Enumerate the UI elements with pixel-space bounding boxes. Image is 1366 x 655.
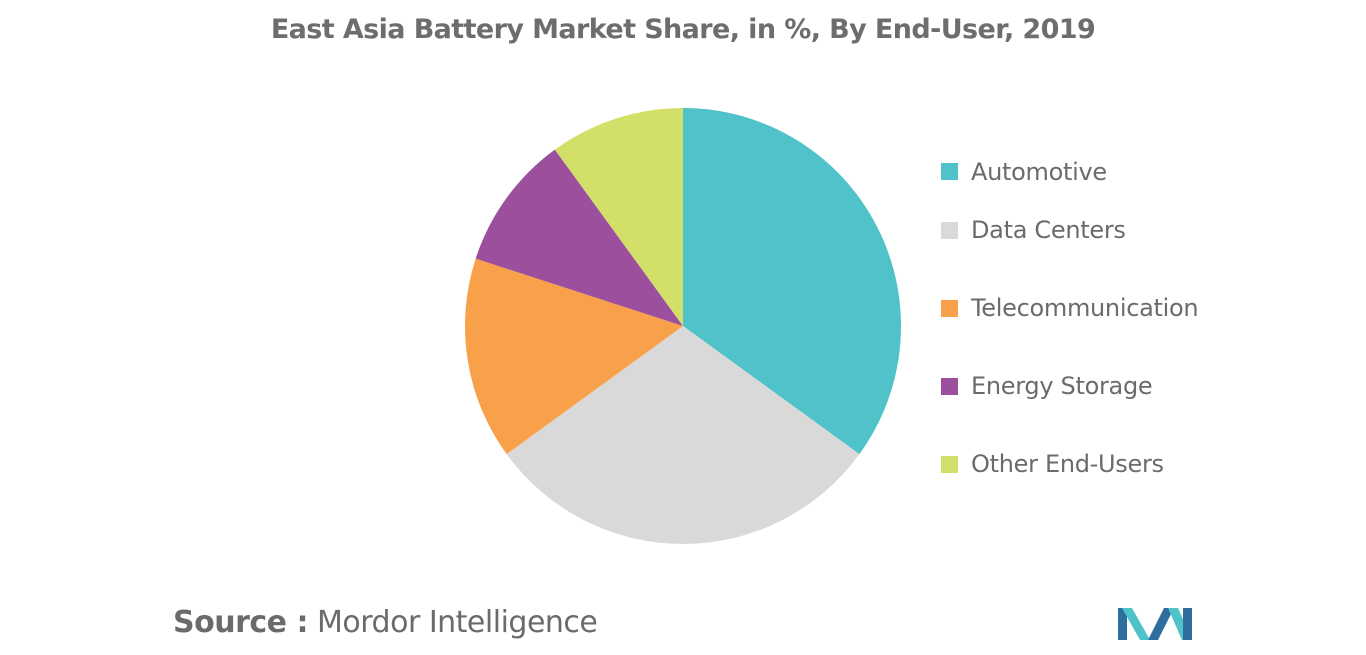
chart-title: East Asia Battery Market Share, in %, By… xyxy=(270,14,1096,45)
legend-item-automotive: Automotive xyxy=(941,152,1198,191)
legend-item-telecommunication: Telecommunication xyxy=(941,269,1199,347)
pie-slice-energy-storage xyxy=(475,149,683,326)
source-prefix: Source : xyxy=(173,605,308,640)
legend-label: Automotive xyxy=(971,157,1107,186)
legend-item-energy-storage: Energy Storage xyxy=(941,347,1198,425)
legend-item-other-end-users: Other End-Users xyxy=(941,425,1198,503)
legend-swatch xyxy=(941,163,958,180)
legend-label: Energy Storage xyxy=(971,372,1153,400)
legend: Automotive Data Centers Telecommunication E… xyxy=(941,152,1199,503)
source-note: Source : Mordor Intelligence xyxy=(173,605,598,640)
pie-slice-automotive xyxy=(683,108,902,455)
legend-swatch xyxy=(941,299,958,317)
pie-slice-data-centers xyxy=(506,326,860,545)
logo-right-bar xyxy=(1183,608,1192,640)
legend-label: Other End-Users xyxy=(971,450,1164,478)
pie-slice-telecommunication xyxy=(464,258,683,455)
logo-left-diagonal xyxy=(1122,608,1150,640)
mordor-intelligence-logo xyxy=(1118,608,1192,640)
legend-swatch xyxy=(941,455,958,473)
logo-middle-diagonal xyxy=(1148,608,1174,640)
legend-label: Telecommunication xyxy=(971,294,1199,322)
source-name: Mordor Intelligence xyxy=(317,605,598,640)
pie-slice-other-end-users xyxy=(554,108,683,326)
legend-swatch xyxy=(941,377,958,395)
logo-left-bar xyxy=(1118,608,1127,640)
legend-swatch xyxy=(941,221,958,239)
legend-item-data-centers: Data Centers xyxy=(941,191,1198,269)
legend-label: Data Centers xyxy=(971,216,1126,244)
pie-slices xyxy=(464,108,902,545)
